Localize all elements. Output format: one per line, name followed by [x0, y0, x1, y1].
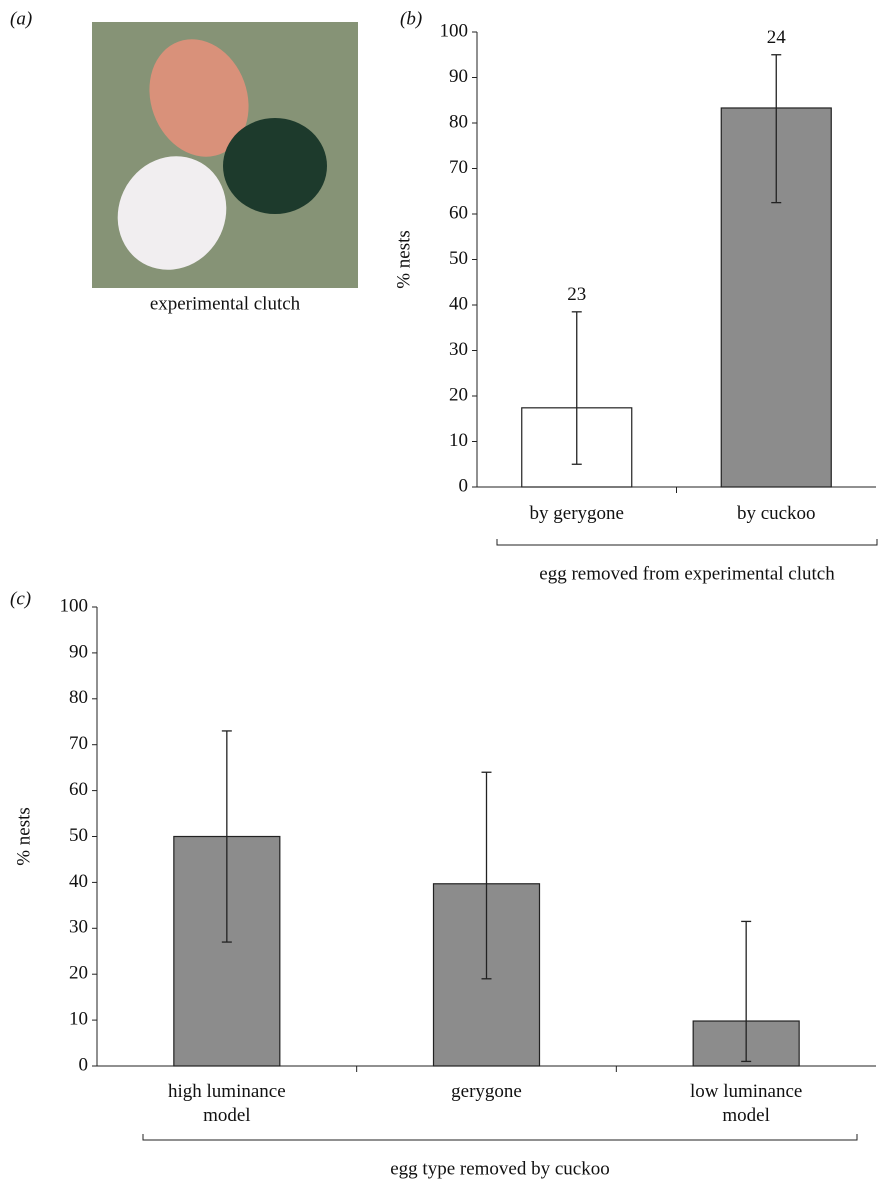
y-tick-label: 50	[449, 248, 468, 269]
y-axis-label: % nests	[393, 230, 414, 289]
y-tick-label: 100	[60, 595, 89, 616]
y-tick-label: 100	[440, 20, 469, 41]
photo-caption: experimental clutch	[150, 293, 301, 314]
y-tick-label: 60	[69, 779, 88, 800]
panel-label: (a)	[10, 8, 32, 29]
y-tick-label: 90	[449, 66, 468, 87]
y-tick-label: 60	[449, 202, 468, 223]
bracket	[497, 539, 877, 545]
panel-label: (c)	[10, 588, 31, 609]
y-tick-label: 20	[69, 963, 88, 984]
x-tick-label: by gerygone	[477, 502, 677, 526]
y-tick-label: 70	[69, 733, 88, 754]
y-tick-label: 70	[449, 157, 468, 178]
y-tick-label: 10	[449, 430, 468, 451]
bracket	[143, 1134, 857, 1140]
y-tick-label: 30	[449, 339, 468, 360]
y-tick-label: 50	[69, 825, 88, 846]
x-tick-label: high luminance model	[152, 1080, 302, 1128]
x-tick-label: gerygone	[412, 1080, 562, 1104]
y-tick-label: 30	[69, 917, 88, 938]
y-tick-label: 80	[69, 687, 88, 708]
page: (a) experimental clutch (b) 0 10 20 30 40 50 60…	[0, 0, 880, 1185]
y-tick-label: 40	[449, 293, 468, 314]
x-axis-label: egg type removed by cuckoo	[390, 1158, 609, 1179]
x-axis-label: egg removed from experimental clutch	[539, 563, 835, 584]
panel-label: (b)	[400, 8, 422, 29]
y-tick-label: 0	[459, 475, 469, 496]
x-tick-label: by cuckoo	[676, 502, 876, 526]
y-tick-label: 80	[449, 111, 468, 132]
y-tick-label: 20	[449, 384, 468, 405]
sample-size-label: 24	[767, 27, 787, 48]
sample-size-label: 23	[567, 284, 586, 305]
y-tick-label: 10	[69, 1008, 88, 1029]
x-tick-label: low luminance model	[671, 1080, 821, 1128]
y-tick-label: 90	[69, 641, 88, 662]
y-tick-label: 0	[79, 1054, 89, 1075]
y-axis-label: % nests	[13, 807, 34, 866]
figure: (a) experimental clutch (b) 0 10 20 30 40 50 60…	[0, 0, 880, 1185]
egg-photo	[92, 22, 358, 290]
y-tick-label: 40	[69, 871, 88, 892]
